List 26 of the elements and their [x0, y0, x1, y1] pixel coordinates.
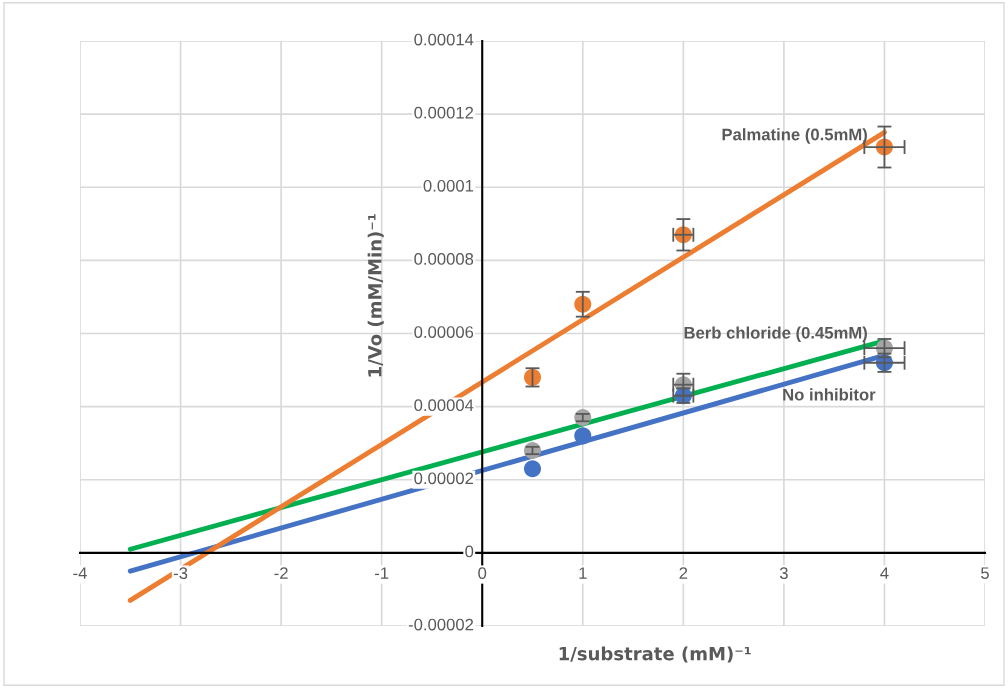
x-tick-label: -1 [375, 567, 389, 579]
x-tick-label: -2 [274, 567, 288, 579]
y-axis-title: 1/Vo (mM/Min)⁻¹ [367, 214, 384, 377]
y-tick-label: -0.00002 [408, 618, 474, 631]
x-tick-label: 1 [579, 567, 587, 579]
x-tick-label: 4 [880, 567, 889, 579]
x-tick-label: -3 [173, 567, 188, 580]
y-tick-label: 0.00012 [414, 106, 474, 119]
y-tick-label: 0.0001 [423, 179, 474, 192]
series-label: Berb chloride (0.45mM) [684, 326, 867, 342]
x-tick-label: -4 [73, 567, 87, 579]
y-tick-label: 0.00014 [414, 33, 474, 46]
x-tick-label: 3 [779, 567, 788, 580]
y-tick-label: 0 [465, 545, 474, 558]
x-tick-label: 2 [679, 567, 688, 579]
x-tick-label: 0 [478, 567, 487, 580]
y-tick-label: 0.00002 [414, 472, 474, 485]
point [574, 427, 592, 445]
x-tick-label: 5 [981, 567, 989, 580]
series-label: Palmatine (0.5mM) [722, 128, 867, 144]
point [523, 460, 542, 478]
y-tick-label: 0.00006 [414, 326, 474, 338]
y-tick-label: 0.00004 [414, 399, 474, 412]
x-axis-title: 1/substrate (mM)⁻¹ [559, 646, 751, 663]
y-tick-label: 0.00008 [414, 253, 474, 265]
series-label: No inhibitor [783, 388, 876, 401]
